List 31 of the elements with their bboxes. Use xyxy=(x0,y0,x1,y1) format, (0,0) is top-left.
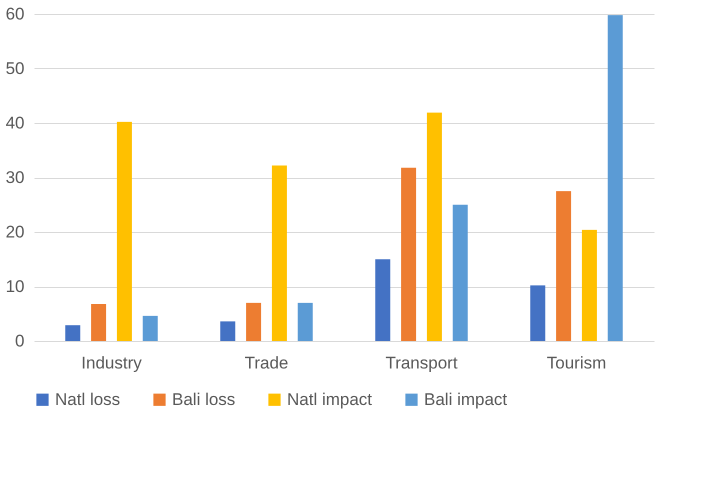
bar xyxy=(298,302,313,341)
bar xyxy=(142,316,158,341)
bar xyxy=(220,321,236,341)
y-tick-label: 20 xyxy=(6,222,24,242)
y-tick-label: 0 xyxy=(15,332,24,350)
legend-label: Natl impact xyxy=(287,390,372,409)
y-tick-label: 50 xyxy=(6,59,24,78)
y-tick-label: 10 xyxy=(6,277,24,296)
x-tick-label: Trade xyxy=(244,354,288,372)
bar xyxy=(426,112,442,341)
bar xyxy=(608,15,623,341)
bar xyxy=(530,285,546,341)
x-tick-label: Transport xyxy=(385,354,458,372)
bar xyxy=(452,204,468,341)
bar xyxy=(401,168,416,341)
bar xyxy=(91,304,106,341)
legend-label: Bali loss xyxy=(172,390,236,409)
legend-label: Bali impact xyxy=(424,390,508,409)
bar xyxy=(272,166,287,341)
bar xyxy=(116,122,132,341)
bar xyxy=(582,230,597,341)
y-tick-label: 40 xyxy=(6,114,24,132)
y-tick-label: 30 xyxy=(6,168,24,187)
bar xyxy=(65,325,80,341)
bar xyxy=(246,302,262,341)
x-tick-label: Tourism xyxy=(546,354,606,372)
y-tick-label: 60 xyxy=(6,4,24,24)
x-tick-label: Industry xyxy=(81,354,142,372)
bar xyxy=(556,191,572,341)
legend-label: Natl loss xyxy=(55,390,120,409)
bar xyxy=(375,259,390,341)
